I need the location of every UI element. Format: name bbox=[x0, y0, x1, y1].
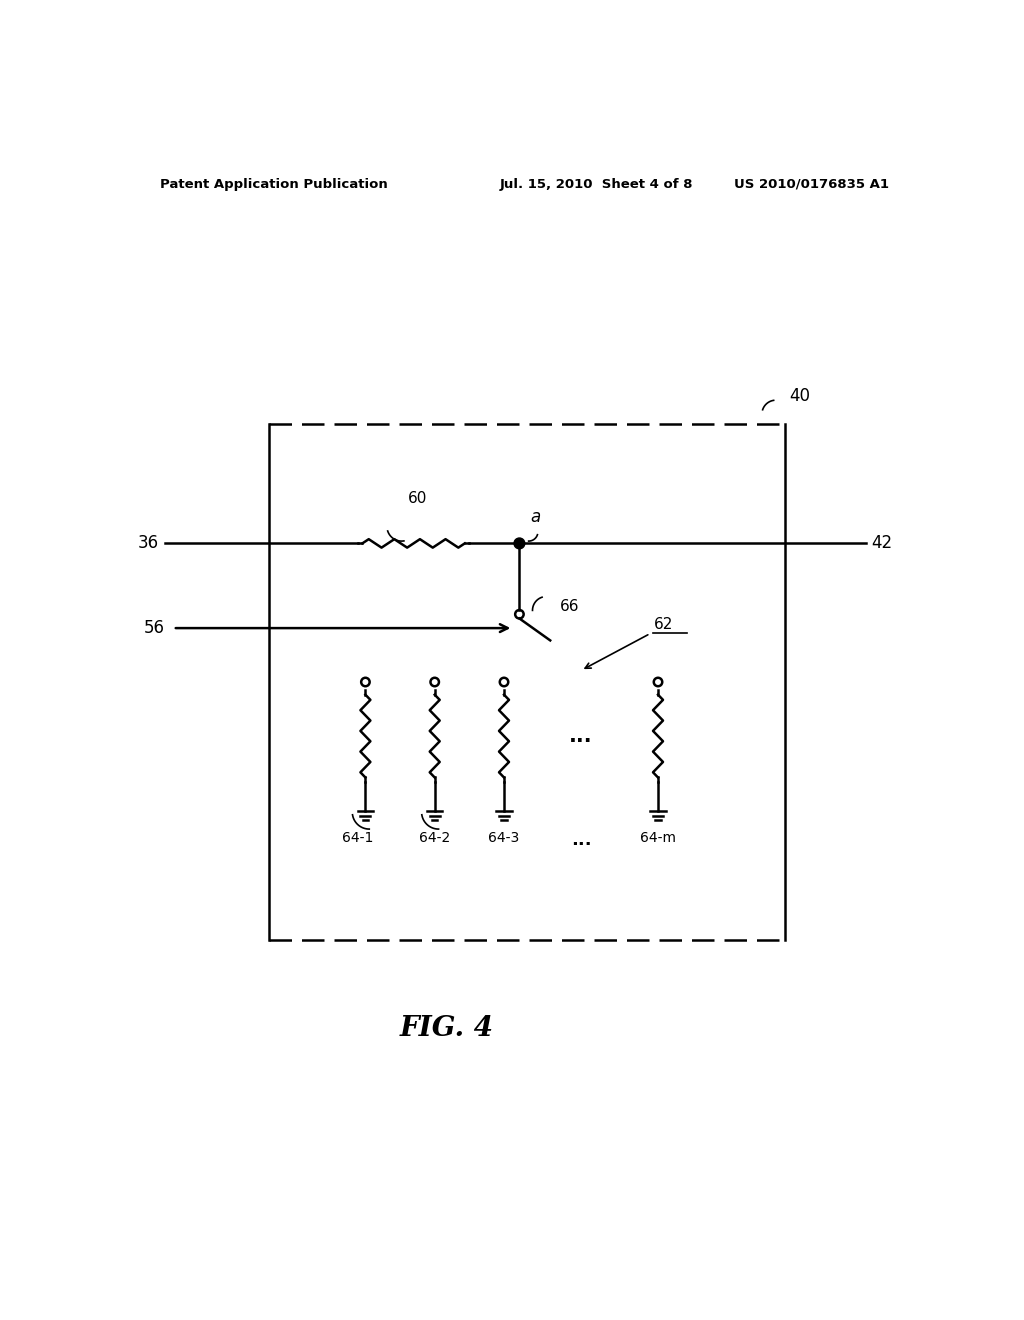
Text: 42: 42 bbox=[871, 535, 893, 552]
Text: 64-m: 64-m bbox=[640, 832, 676, 845]
Text: 64-1: 64-1 bbox=[342, 832, 374, 845]
Text: 66: 66 bbox=[559, 599, 579, 614]
Circle shape bbox=[514, 539, 524, 549]
Text: 60: 60 bbox=[408, 491, 427, 507]
Text: ...: ... bbox=[570, 832, 591, 849]
Text: 40: 40 bbox=[788, 387, 810, 405]
Text: 64-3: 64-3 bbox=[488, 832, 519, 845]
Text: a: a bbox=[530, 508, 541, 527]
Text: 64-2: 64-2 bbox=[419, 832, 451, 845]
Text: ...: ... bbox=[569, 726, 593, 746]
Text: 36: 36 bbox=[138, 535, 159, 552]
Text: Patent Application Publication: Patent Application Publication bbox=[160, 178, 387, 190]
Text: 62: 62 bbox=[654, 616, 674, 632]
Text: 56: 56 bbox=[144, 619, 165, 638]
Text: US 2010/0176835 A1: US 2010/0176835 A1 bbox=[734, 178, 889, 190]
Text: FIG. 4: FIG. 4 bbox=[400, 1015, 494, 1041]
Text: Jul. 15, 2010  Sheet 4 of 8: Jul. 15, 2010 Sheet 4 of 8 bbox=[500, 178, 693, 190]
